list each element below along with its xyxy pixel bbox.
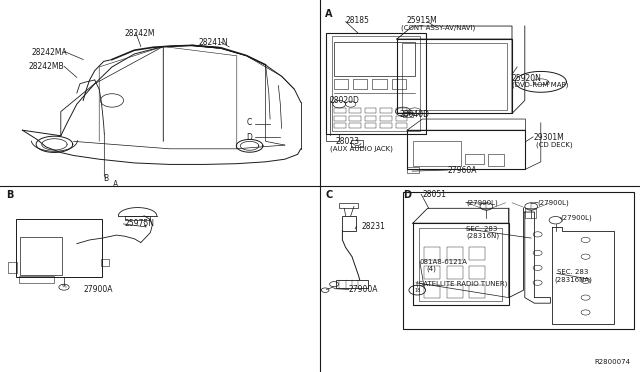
Text: 28040D: 28040D	[400, 110, 430, 119]
Text: 27900A: 27900A	[349, 285, 378, 294]
Text: 25915M: 25915M	[406, 16, 437, 25]
Bar	[392, 79, 406, 89]
Text: 28020D: 28020D	[330, 96, 360, 105]
Text: 25920N: 25920N	[512, 74, 542, 83]
Text: 25975N: 25975N	[125, 219, 155, 228]
Bar	[334, 42, 415, 76]
Text: 081A8-6121A: 081A8-6121A	[420, 259, 468, 265]
Text: (DVD-ROM MAP): (DVD-ROM MAP)	[512, 81, 568, 88]
Text: R2800074: R2800074	[595, 359, 630, 365]
Bar	[424, 285, 440, 298]
Bar	[101, 259, 109, 266]
Text: 29301M: 29301M	[533, 133, 564, 142]
Bar	[365, 108, 376, 113]
Bar	[525, 208, 536, 218]
Bar	[326, 33, 426, 134]
Bar	[424, 266, 440, 279]
Text: 27900A: 27900A	[83, 285, 113, 294]
Bar	[488, 154, 504, 166]
Bar	[353, 79, 367, 89]
Text: B: B	[103, 174, 108, 183]
Bar	[334, 123, 346, 128]
Text: (4): (4)	[426, 266, 436, 272]
Text: SEC. 283: SEC. 283	[466, 226, 497, 232]
Text: 28241N: 28241N	[198, 38, 228, 47]
Text: D: D	[545, 81, 549, 86]
Text: 27960A: 27960A	[448, 166, 477, 174]
Bar	[349, 116, 361, 121]
Bar	[402, 43, 507, 110]
Bar	[19, 276, 54, 283]
Bar	[407, 130, 525, 169]
Text: (28316NA): (28316NA)	[554, 276, 592, 283]
Text: C: C	[325, 190, 332, 200]
Bar	[469, 247, 485, 260]
Text: (28316N): (28316N)	[466, 232, 499, 239]
Text: (27900L): (27900L)	[538, 199, 570, 206]
Bar	[380, 108, 392, 113]
Text: 28242MA: 28242MA	[32, 48, 68, 57]
Bar	[334, 108, 346, 113]
Bar	[16, 219, 102, 277]
Text: 28023: 28023	[336, 137, 360, 146]
Bar	[380, 123, 392, 128]
Text: 28051: 28051	[422, 190, 447, 199]
Bar	[397, 39, 512, 113]
Bar	[351, 140, 363, 147]
Text: SEC. 283: SEC. 283	[557, 269, 588, 275]
Bar	[469, 285, 485, 298]
Text: 28185: 28185	[346, 16, 369, 25]
Bar	[125, 216, 150, 220]
Bar	[424, 247, 440, 260]
Bar	[396, 108, 407, 113]
Text: D: D	[246, 133, 252, 142]
Bar	[365, 116, 376, 121]
Bar	[413, 223, 509, 305]
Text: B: B	[6, 190, 14, 200]
Text: D: D	[403, 190, 412, 200]
Text: A: A	[325, 9, 333, 19]
Bar	[447, 285, 463, 298]
Bar	[342, 216, 356, 231]
Bar	[419, 228, 502, 301]
Text: (27900L): (27900L)	[560, 214, 592, 221]
Text: (SATELLITE RADIO TUNER): (SATELLITE RADIO TUNER)	[416, 280, 508, 287]
Text: (CONT ASSY-AV/NAVI): (CONT ASSY-AV/NAVI)	[401, 25, 476, 31]
Bar	[8, 262, 17, 273]
Text: 28231: 28231	[362, 222, 385, 231]
Bar	[339, 203, 358, 208]
Text: 28242M: 28242M	[125, 29, 156, 38]
Bar	[403, 192, 634, 329]
Bar	[20, 237, 62, 275]
Bar	[447, 247, 463, 260]
Bar	[413, 141, 461, 166]
Bar	[349, 123, 361, 128]
Bar	[396, 123, 407, 128]
Text: 18: 18	[414, 288, 420, 293]
Bar	[365, 123, 376, 128]
Text: 28242MB: 28242MB	[29, 62, 65, 71]
Bar	[380, 116, 392, 121]
Bar	[407, 167, 419, 173]
Text: A: A	[113, 180, 118, 189]
Text: (27900L): (27900L)	[466, 199, 498, 206]
Text: (CD DECK): (CD DECK)	[536, 142, 572, 148]
Bar	[349, 108, 361, 113]
Bar	[372, 79, 387, 89]
Bar	[396, 116, 407, 121]
Bar	[447, 266, 463, 279]
Bar	[334, 116, 346, 121]
Bar	[326, 134, 339, 141]
Text: C: C	[246, 118, 252, 127]
Bar	[465, 154, 484, 164]
Text: (AUX AUDIO JACK): (AUX AUDIO JACK)	[330, 145, 392, 152]
Bar	[469, 266, 485, 279]
Bar	[334, 79, 348, 89]
Bar	[336, 280, 368, 288]
Bar	[403, 112, 413, 117]
Bar	[332, 36, 420, 131]
